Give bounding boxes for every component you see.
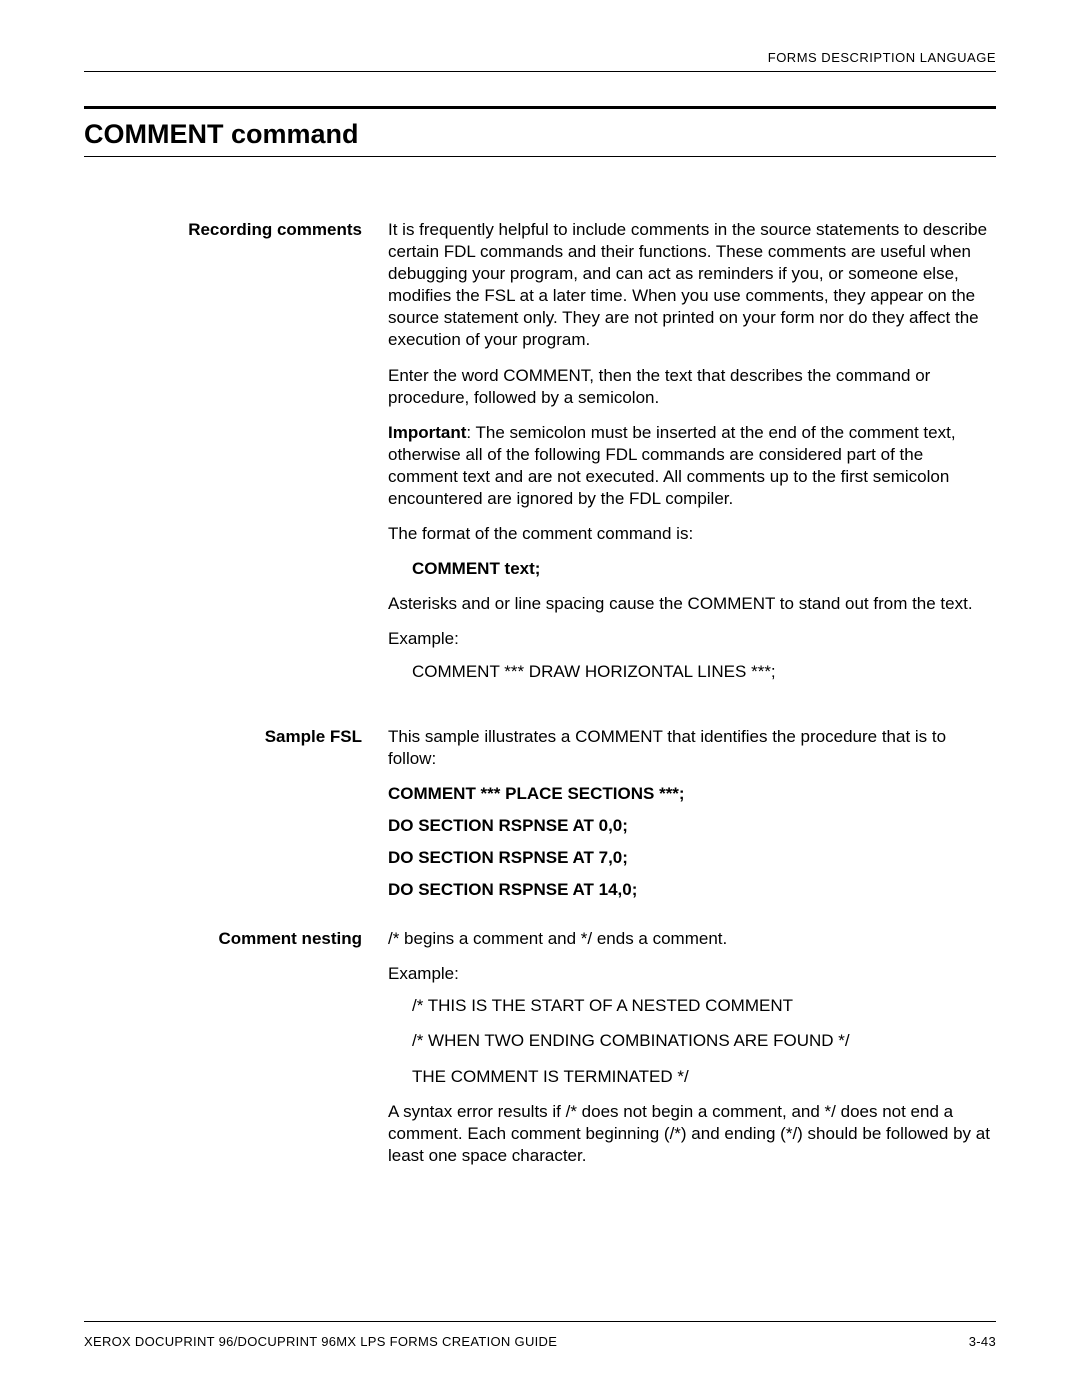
section-nesting: Comment nesting /* begins a comment and … — [84, 928, 996, 1180]
important-text: : The semicolon must be inserted at the … — [388, 423, 956, 508]
footer-right: 3-43 — [969, 1334, 996, 1349]
running-head: FORMS DESCRIPTION LANGUAGE — [84, 50, 996, 65]
para: /* begins a comment and */ ends a commen… — [388, 928, 996, 950]
page-container: FORMS DESCRIPTION LANGUAGE COMMENT comma… — [0, 0, 1080, 1234]
content-area: Recording comments It is frequently help… — [84, 219, 996, 1180]
page-footer: XEROX DOCUPRINT 96/DOCUPRINT 96MX LPS FO… — [84, 1321, 996, 1349]
para: Enter the word COMMENT, then the text th… — [388, 365, 996, 409]
section-recording: Recording comments It is frequently help… — [84, 219, 996, 696]
para-example-label: Example: — [388, 963, 996, 985]
label-sample-fsl: Sample FSL — [84, 726, 388, 915]
code-line: /* WHEN TWO ENDING COMBINATIONS ARE FOUN… — [388, 1030, 996, 1052]
example-line: COMMENT *** DRAW HORIZONTAL LINES ***; — [388, 661, 996, 683]
footer-left: XEROX DOCUPRINT 96/DOCUPRINT 96MX LPS FO… — [84, 1334, 557, 1349]
para: Asterisks and or line spacing cause the … — [388, 593, 996, 615]
footer-row: XEROX DOCUPRINT 96/DOCUPRINT 96MX LPS FO… — [84, 1334, 996, 1349]
code-line: DO SECTION RSPNSE AT 0,0; — [388, 815, 996, 837]
footer-rule — [84, 1321, 996, 1322]
para: A syntax error results if /* does not be… — [388, 1101, 996, 1167]
title-rule-top — [84, 106, 996, 109]
para: It is frequently helpful to include comm… — [388, 219, 996, 352]
para: The format of the comment command is: — [388, 523, 996, 545]
title-rule-bottom — [84, 156, 996, 157]
label-comment-nesting: Comment nesting — [84, 928, 388, 1180]
code-line: DO SECTION RSPNSE AT 14,0; — [388, 879, 996, 901]
code-line: DO SECTION RSPNSE AT 7,0; — [388, 847, 996, 869]
para-example-label: Example: — [388, 628, 996, 650]
syntax-line: COMMENT text; — [388, 558, 996, 580]
body-sample-fsl: This sample illustrates a COMMENT that i… — [388, 726, 996, 915]
body-comment-nesting: /* begins a comment and */ ends a commen… — [388, 928, 996, 1180]
header-rule — [84, 71, 996, 72]
para-important: Important: The semicolon must be inserte… — [388, 422, 996, 510]
code-line: THE COMMENT IS TERMINATED */ — [388, 1066, 996, 1088]
code-line: COMMENT *** PLACE SECTIONS ***; — [388, 783, 996, 805]
page-title: COMMENT command — [84, 119, 996, 150]
code-line: /* THIS IS THE START OF A NESTED COMMENT — [388, 995, 996, 1017]
spacer — [84, 700, 996, 726]
spacer — [84, 918, 996, 928]
para: This sample illustrates a COMMENT that i… — [388, 726, 996, 770]
label-recording-comments: Recording comments — [84, 219, 388, 696]
section-sample: Sample FSL This sample illustrates a COM… — [84, 726, 996, 915]
body-recording-comments: It is frequently helpful to include comm… — [388, 219, 996, 696]
important-label: Important — [388, 423, 466, 442]
